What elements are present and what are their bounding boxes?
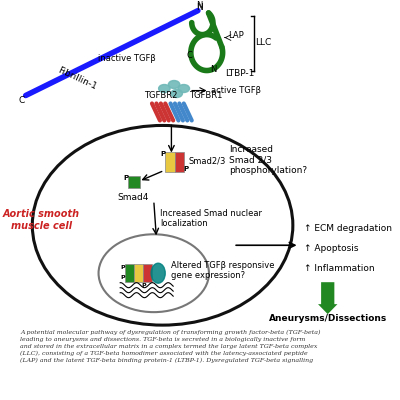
Text: Increased Smad nuclear
localization: Increased Smad nuclear localization: [160, 208, 262, 228]
FancyBboxPatch shape: [175, 152, 184, 172]
Ellipse shape: [151, 263, 165, 283]
Text: ↑ ECM degradation: ↑ ECM degradation: [304, 224, 392, 233]
FancyBboxPatch shape: [128, 176, 140, 188]
Text: P: P: [183, 166, 188, 172]
Text: LTBP-1: LTBP-1: [225, 69, 255, 78]
Text: Fibrillin-1: Fibrillin-1: [56, 66, 98, 92]
Text: N: N: [210, 65, 216, 74]
Text: A potential molecular pathway of dysregulation of transforming growth factor-bet: A potential molecular pathway of dysregu…: [20, 330, 321, 362]
Text: P: P: [120, 265, 125, 270]
Text: C: C: [186, 51, 192, 60]
Text: Aortic smooth
muscle cell: Aortic smooth muscle cell: [3, 210, 80, 231]
Ellipse shape: [168, 80, 180, 88]
Text: LLC: LLC: [255, 38, 272, 47]
Ellipse shape: [178, 84, 190, 92]
Text: P: P: [160, 151, 165, 157]
Text: ↑ Apoptosis: ↑ Apoptosis: [304, 244, 358, 253]
Text: inactive TGFβ: inactive TGFβ: [98, 54, 156, 63]
Text: Increased
Smad 2/3
phosphorylation?: Increased Smad 2/3 phosphorylation?: [229, 146, 307, 175]
FancyBboxPatch shape: [134, 264, 143, 282]
Text: active TGFβ: active TGFβ: [211, 86, 261, 95]
Text: P: P: [120, 275, 125, 280]
Text: TGFBR2: TGFBR2: [144, 92, 178, 100]
FancyArrow shape: [318, 282, 338, 314]
Text: N: N: [196, 3, 203, 12]
FancyBboxPatch shape: [125, 264, 134, 282]
Text: Smad2/3: Smad2/3: [188, 157, 226, 166]
Text: P: P: [124, 175, 129, 181]
Text: Altered TGFβ responsive
gene expression?: Altered TGFβ responsive gene expression?: [172, 260, 275, 280]
Text: C: C: [18, 96, 24, 105]
Text: P: P: [142, 283, 146, 288]
Text: TGFBR1: TGFBR1: [189, 92, 222, 100]
FancyBboxPatch shape: [165, 152, 175, 172]
Text: Smad4: Smad4: [118, 193, 149, 202]
FancyBboxPatch shape: [143, 264, 152, 282]
Text: N: N: [196, 1, 203, 10]
Text: ↑ Inflammation: ↑ Inflammation: [304, 264, 374, 273]
Text: LAP: LAP: [228, 31, 244, 40]
Ellipse shape: [171, 90, 182, 98]
Ellipse shape: [159, 84, 170, 92]
Text: Aneurysms/Dissections: Aneurysms/Dissections: [269, 314, 387, 323]
